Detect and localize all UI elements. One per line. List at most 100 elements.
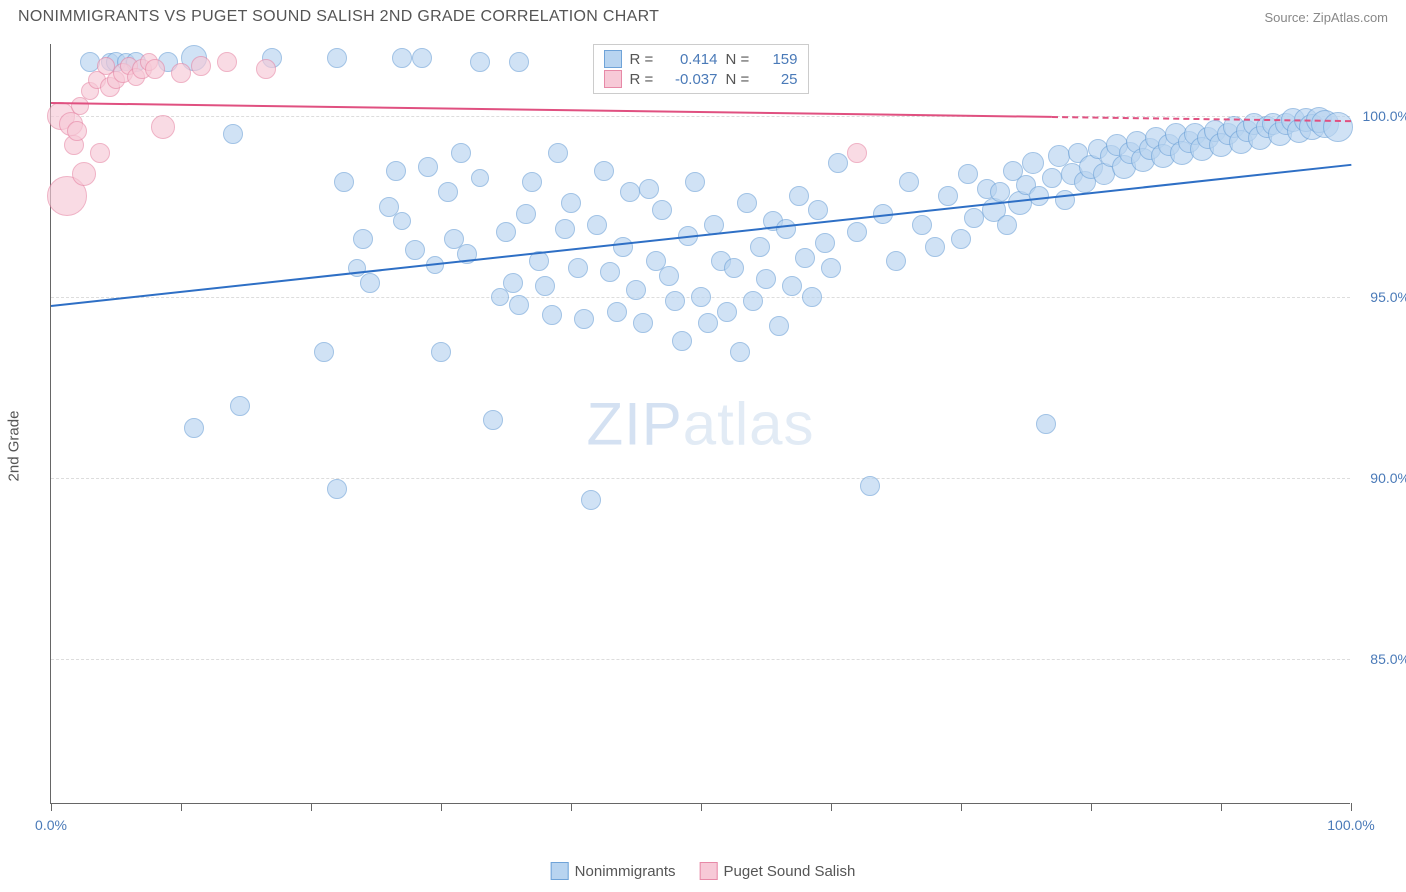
data-point xyxy=(925,237,945,257)
y-tick-label: 95.0% xyxy=(1370,289,1406,305)
data-point xyxy=(431,342,451,362)
grid-line xyxy=(51,478,1350,479)
swatch-icon xyxy=(604,50,622,68)
x-tick xyxy=(1091,803,1092,811)
data-point xyxy=(509,52,529,72)
data-point xyxy=(769,316,789,336)
swatch-icon xyxy=(551,862,569,880)
data-point xyxy=(639,179,659,199)
title-bar: NONIMMIGRANTS VS PUGET SOUND SALISH 2ND … xyxy=(0,0,1406,30)
data-point xyxy=(1323,112,1353,142)
legend-label: Puget Sound Salish xyxy=(724,863,856,880)
data-point xyxy=(808,200,828,220)
data-point xyxy=(522,172,542,192)
x-tick xyxy=(441,803,442,811)
chart-title: NONIMMIGRANTS VS PUGET SOUND SALISH 2ND … xyxy=(18,8,659,26)
swatch-icon xyxy=(700,862,718,880)
data-point xyxy=(561,193,581,213)
data-point xyxy=(392,48,412,68)
data-point xyxy=(756,269,776,289)
data-point xyxy=(672,331,692,351)
data-point xyxy=(886,251,906,271)
data-point xyxy=(405,240,425,260)
x-tick xyxy=(1351,803,1352,811)
legend-item: Puget Sound Salish xyxy=(700,862,856,880)
data-point xyxy=(691,287,711,307)
y-tick-label: 90.0% xyxy=(1370,470,1406,486)
data-point xyxy=(821,258,841,278)
data-point xyxy=(665,291,685,311)
x-tick-label: 100.0% xyxy=(1327,817,1374,833)
data-point xyxy=(581,490,601,510)
data-point xyxy=(67,121,87,141)
data-point xyxy=(470,52,490,72)
data-point xyxy=(327,48,347,68)
data-point xyxy=(828,153,848,173)
data-point xyxy=(483,410,503,430)
data-point xyxy=(151,115,175,139)
data-point xyxy=(997,215,1017,235)
data-point xyxy=(217,52,237,72)
x-tick xyxy=(961,803,962,811)
data-point xyxy=(795,248,815,268)
stat-label-r: R = xyxy=(630,71,658,88)
x-tick xyxy=(571,803,572,811)
data-point xyxy=(90,143,110,163)
data-point xyxy=(72,162,96,186)
data-point xyxy=(737,193,757,213)
legend-label: Nonimmigrants xyxy=(575,863,676,880)
legend: Nonimmigrants Puget Sound Salish xyxy=(551,862,856,880)
stats-row: R =0.414N =159 xyxy=(604,49,798,69)
data-point xyxy=(574,309,594,329)
data-point xyxy=(730,342,750,362)
data-point xyxy=(899,172,919,192)
data-point xyxy=(548,143,568,163)
chart-area: ZIPatlas R =0.414N =159R =-0.037N =25 85… xyxy=(50,44,1350,804)
data-point xyxy=(1055,190,1075,210)
y-tick-label: 100.0% xyxy=(1363,108,1406,124)
data-point xyxy=(717,302,737,322)
stats-row: R =-0.037N =25 xyxy=(604,69,798,89)
data-point xyxy=(594,161,614,181)
y-tick-label: 85.0% xyxy=(1370,651,1406,667)
data-point xyxy=(412,48,432,68)
data-point xyxy=(613,237,633,257)
data-point xyxy=(860,476,880,496)
data-point xyxy=(334,172,354,192)
x-tick xyxy=(311,803,312,811)
data-point xyxy=(958,164,978,184)
x-tick-label: 0.0% xyxy=(35,817,67,833)
data-point xyxy=(847,143,867,163)
data-point xyxy=(184,418,204,438)
data-point xyxy=(607,302,627,322)
data-point xyxy=(750,237,770,257)
data-point xyxy=(815,233,835,253)
stat-label-r: R = xyxy=(630,51,658,68)
legend-item: Nonimmigrants xyxy=(551,862,676,880)
data-point xyxy=(509,295,529,315)
data-point xyxy=(223,124,243,144)
data-point xyxy=(938,186,958,206)
data-point xyxy=(1036,414,1056,434)
data-point xyxy=(360,273,380,293)
stat-label-n: N = xyxy=(726,71,754,88)
data-point xyxy=(451,143,471,163)
data-point xyxy=(230,396,250,416)
stat-label-n: N = xyxy=(726,51,754,68)
data-point xyxy=(386,161,406,181)
data-point xyxy=(393,212,411,230)
data-point xyxy=(438,182,458,202)
data-point xyxy=(503,273,523,293)
x-tick xyxy=(51,803,52,811)
stat-val-n: 159 xyxy=(762,51,798,68)
data-point xyxy=(698,313,718,333)
data-point xyxy=(171,63,191,83)
data-point xyxy=(353,229,373,249)
data-point xyxy=(652,200,672,220)
stat-val-n: 25 xyxy=(762,71,798,88)
watermark: ZIPatlas xyxy=(586,389,814,458)
data-point xyxy=(789,186,809,206)
data-point xyxy=(1022,152,1044,174)
source-label: Source: ZipAtlas.com xyxy=(1264,10,1388,25)
data-point xyxy=(418,157,438,177)
